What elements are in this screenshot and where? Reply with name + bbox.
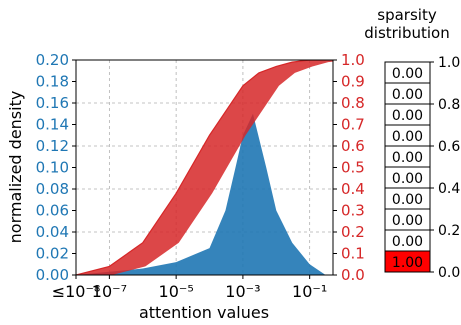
sparsity-cell-value: 0.00 [392, 171, 423, 187]
left-tick-label: 0.00 [36, 266, 69, 284]
left-tick-label: 0.14 [36, 116, 69, 134]
right-tick-label: 0.1 [341, 245, 365, 263]
sparsity-cells: 0.00 0.00 0.00 0.00 0.00 0.00 0.00 0.00 0.00 1.00 [384, 61, 431, 273]
sparsity-cell-value: 0.00 [392, 129, 423, 145]
sparsity-cell-value: 0.00 [392, 87, 423, 103]
right-axis-ticks: 0.0 0.1 0.2 0.3 0.4 0.5 0.6 0.7 0.8 0.9 1.0 [333, 51, 365, 284]
left-tick-label: 0.08 [36, 180, 69, 198]
x-axis-label: attention values [139, 303, 269, 322]
sparsity-tick-label: 1.0 [438, 55, 460, 71]
sparsity-tick-label: 0.2 [438, 223, 460, 239]
left-tick-label: 0.04 [36, 223, 69, 241]
x-tick-label: 10⁻³ [225, 282, 260, 301]
right-tick-label: 0.8 [341, 94, 365, 112]
x-tick-label: 10⁻¹ [292, 282, 327, 301]
sparsity-tick-label: 0.0 [438, 265, 460, 281]
sparsity-title-line1: sparsity [377, 6, 437, 24]
sparsity-title-line2: distribution [364, 24, 449, 42]
sparsity-cell-value: 0.00 [392, 108, 423, 124]
right-tick-label: 0.5 [341, 159, 365, 177]
left-tick-label: 0.02 [36, 245, 69, 263]
sparsity-cell-value: 1.00 [392, 255, 423, 271]
sparsity-cell-value: 0.00 [392, 66, 423, 82]
x-tick-label: 10⁻⁵ [159, 282, 194, 301]
right-tick-label: 0.2 [341, 223, 365, 241]
sparsity-cell [384, 250, 431, 273]
right-tick-label: 0.3 [341, 202, 365, 220]
left-tick-label: 0.12 [36, 137, 69, 155]
right-tick-label: 0.4 [341, 180, 365, 198]
left-axis-ticks: 0.00 0.02 0.04 0.06 0.08 0.10 0.12 0.14 0.16 0.18… [36, 51, 76, 284]
cumulative-series-band [76, 60, 333, 275]
sparsity-tick-label: 0.8 [438, 97, 460, 113]
x-axis-ticks: ≤10⁻⁸10⁻⁷ 10⁻⁵ 10⁻³ 10⁻¹ [52, 275, 327, 301]
sparsity-axis-ticks: 1.0 0.8 0.6 0.4 0.2 0.0 [430, 55, 460, 281]
x-tick-label: 10⁻⁷ [92, 282, 127, 301]
left-tick-label: 0.06 [36, 202, 69, 220]
right-tick-label: 0.9 [341, 73, 365, 91]
right-tick-label: 1.0 [341, 51, 365, 69]
sparsity-tick-label: 0.4 [438, 181, 460, 197]
x-tick-label: ≤10⁻⁸ [52, 282, 101, 301]
sparsity-panel: sparsity distribution 0.000.000.000.000.… [364, 6, 460, 281]
sparsity-cell-value: 0.00 [392, 150, 423, 166]
right-tick-label: 0.7 [341, 116, 365, 134]
sparsity-cell-value: 0.00 [392, 192, 423, 208]
right-tick-label: 0.6 [341, 137, 365, 155]
density-series-area [76, 113, 326, 275]
left-tick-label: 0.18 [36, 73, 69, 91]
series-areas [76, 60, 333, 275]
left-tick-label: 0.16 [36, 94, 69, 112]
left-tick-label: 0.10 [36, 159, 69, 177]
sparsity-tick-label: 0.6 [438, 139, 460, 155]
cumulative-series-line [76, 60, 326, 275]
right-tick-label: 0.0 [341, 266, 365, 284]
sparsity-cell-value: 0.00 [392, 213, 423, 229]
sparsity-cell-value: 0.00 [392, 234, 423, 250]
main-plot: ≤10⁻⁸10⁻⁷ 10⁻⁵ 10⁻³ 10⁻¹ 0.000.020.040.060.… [6, 51, 365, 322]
left-axis-label: normalized density [6, 91, 25, 244]
left-tick-label: 0.20 [36, 51, 69, 69]
